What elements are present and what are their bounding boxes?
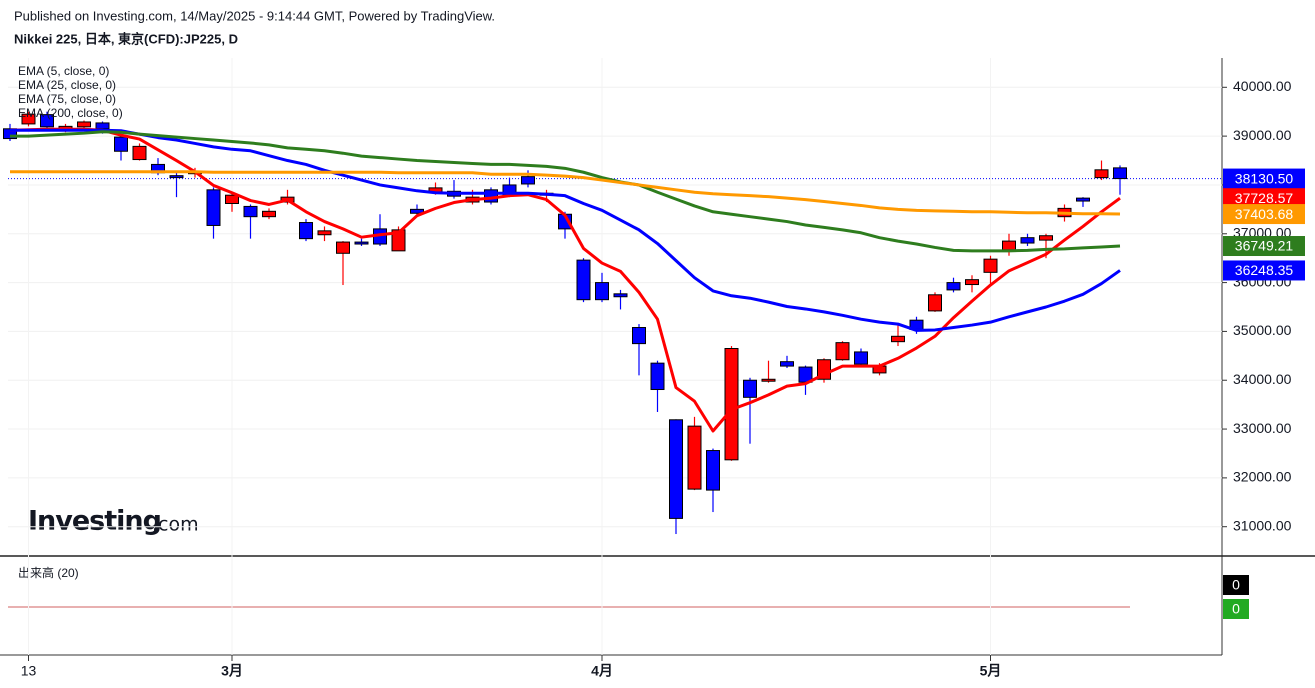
price-tag-label: 37403.68 (1235, 206, 1294, 222)
price-tag (1223, 188, 1305, 209)
ema-line (10, 130, 1121, 253)
candle-body (650, 362, 665, 391)
y-tick-label: 34000.00 (1233, 371, 1292, 387)
candle-body (854, 351, 868, 365)
candle-body (632, 327, 646, 345)
candle-body (262, 210, 276, 218)
candle-body (1094, 169, 1109, 179)
legend-entry: EMA (75, close, 0) (18, 92, 116, 106)
candle-body (169, 175, 184, 179)
y-tick-label: 33000.00 (1233, 420, 1292, 436)
candle-body (40, 114, 54, 128)
candle-body (225, 194, 239, 204)
candle-body (761, 378, 776, 382)
candle-body (928, 294, 942, 312)
x-tick-label: 4月 (591, 663, 613, 679)
y-tick-label: 40000.00 (1233, 78, 1292, 94)
candle-body (336, 241, 350, 254)
price-tag (1223, 236, 1305, 257)
volume-tag (1223, 599, 1249, 619)
logo-suffix: .com (152, 514, 199, 536)
candle-body (1002, 240, 1016, 251)
candle-body (77, 121, 91, 128)
ema-line (10, 128, 1121, 332)
candle-body (613, 293, 628, 298)
volume-tag-label: 0 (1232, 601, 1240, 617)
price-tag (1223, 168, 1305, 189)
candle-body (595, 282, 609, 301)
candle-body (946, 282, 961, 291)
candle-body (743, 379, 757, 398)
candle-body (521, 176, 535, 185)
candle-body (21, 113, 36, 125)
candle-body (891, 335, 905, 343)
price-tag-label: 37728.57 (1235, 190, 1294, 206)
candle-body (706, 450, 720, 491)
ema-line (10, 170, 1121, 216)
candle-body (354, 241, 369, 245)
volume-tag (1223, 575, 1249, 595)
volume-tag-label: 0 (1232, 577, 1240, 593)
candle-body (724, 348, 739, 461)
price-tag-label: 38130.50 (1235, 170, 1294, 186)
candle-body (780, 361, 794, 367)
y-tick-label: 32000.00 (1233, 469, 1292, 485)
candle-body (835, 342, 850, 361)
chart-title: Nikkei 225, 日本, 東京(CFD):JP225, D (14, 31, 238, 46)
candle-body (95, 122, 110, 130)
candle-body (1113, 167, 1127, 180)
candle-body (206, 189, 221, 226)
price-tag-label: 36248.35 (1235, 262, 1294, 278)
candle-body (669, 419, 683, 519)
candle-body (1076, 197, 1090, 202)
x-tick-label: 3月 (221, 663, 243, 679)
candle-body (391, 229, 406, 252)
x-tick-label: 5月 (980, 663, 1002, 679)
candle-body (114, 136, 128, 152)
logo: Investing (28, 506, 161, 537)
y-tick-label: 39000.00 (1233, 127, 1292, 143)
legend-entry: EMA (5, close, 0) (18, 64, 109, 78)
candle-body (484, 189, 498, 203)
legend-entry: EMA (200, close, 0) (18, 106, 123, 120)
published: Published on Investing.com, 14/May/2025 … (14, 8, 495, 23)
price-tag-label: 36749.21 (1235, 238, 1294, 254)
candle-body (576, 259, 591, 301)
y-tick-label: 35000.00 (1233, 322, 1292, 338)
price-tag (1223, 260, 1305, 281)
candle-body (1039, 235, 1053, 241)
price-tag (1223, 204, 1305, 225)
y-tick-label: 31000.00 (1233, 517, 1292, 533)
x-tick-label: 13 (21, 663, 37, 679)
candle-body (687, 425, 702, 490)
legend-entry: EMA (25, close, 0) (18, 78, 116, 92)
candle-body (965, 279, 979, 286)
volume-title: 出来高 (20) (18, 565, 79, 580)
candle-body (317, 230, 332, 236)
candle-body (132, 145, 147, 161)
candle-body (243, 205, 258, 218)
candle-body (1020, 237, 1035, 244)
candle-body (410, 208, 424, 214)
candle-body (983, 258, 998, 273)
candle-body (299, 222, 313, 240)
